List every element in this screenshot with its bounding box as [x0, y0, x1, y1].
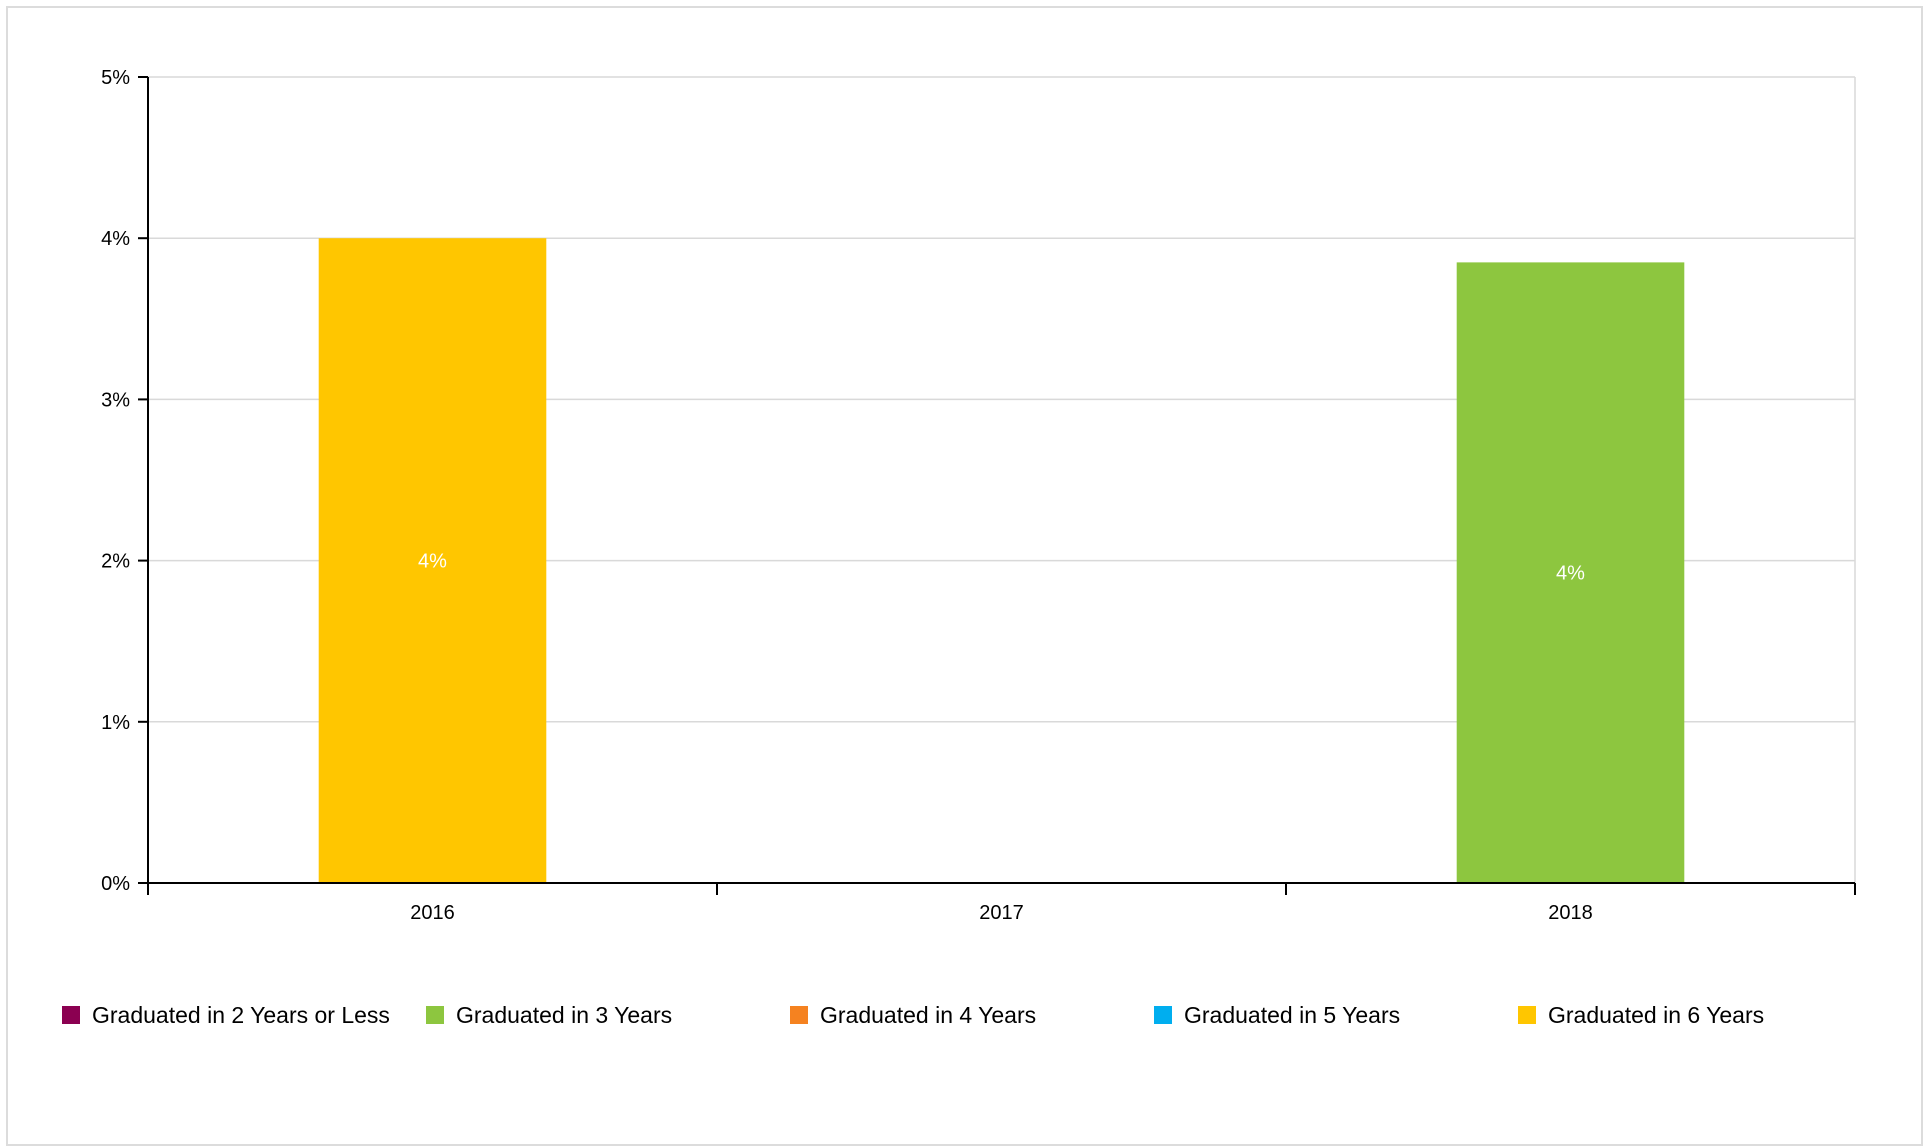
legend: Graduated in 2 Years or Less Graduated in… [62, 1002, 1764, 1028]
legend-swatch [1518, 1006, 1536, 1024]
x-tick-label: 2016 [410, 902, 455, 924]
legend-label: Graduated in 4 Years [820, 1002, 1036, 1028]
legend-item[interactable]: Graduated in 2 Years or Less [62, 1002, 390, 1028]
legend-label: Graduated in 5 Years [1184, 1002, 1400, 1028]
y-tick-label: 4% [101, 228, 130, 250]
legend-item[interactable]: Graduated in 3 Years [426, 1002, 672, 1028]
y-tick-label: 5% [101, 67, 130, 89]
legend-swatch [62, 1006, 80, 1024]
bar-data-label: 4% [418, 551, 447, 573]
y-tick-label: 1% [101, 712, 130, 734]
legend-label: Graduated in 6 Years [1548, 1002, 1764, 1028]
bar-data-labels: 4% 4% [418, 551, 1585, 585]
y-tick-label: 0% [101, 873, 130, 895]
legend-label: Graduated in 3 Years [456, 1002, 672, 1028]
x-tick-label: 2017 [979, 902, 1024, 924]
legend-swatch [1154, 1006, 1172, 1024]
y-tick-label: 2% [101, 551, 130, 573]
legend-swatch [426, 1006, 444, 1024]
legend-item[interactable]: Graduated in 4 Years [790, 1002, 1036, 1028]
legend-swatch [790, 1006, 808, 1024]
legend-item[interactable]: Graduated in 6 Years [1518, 1002, 1764, 1028]
legend-item[interactable]: Graduated in 5 Years [1154, 1002, 1400, 1028]
x-tick-label: 2018 [1548, 902, 1593, 924]
y-tick-label: 3% [101, 389, 130, 411]
bar-data-label: 4% [1556, 563, 1585, 585]
legend-label: Graduated in 2 Years or Less [92, 1002, 390, 1028]
